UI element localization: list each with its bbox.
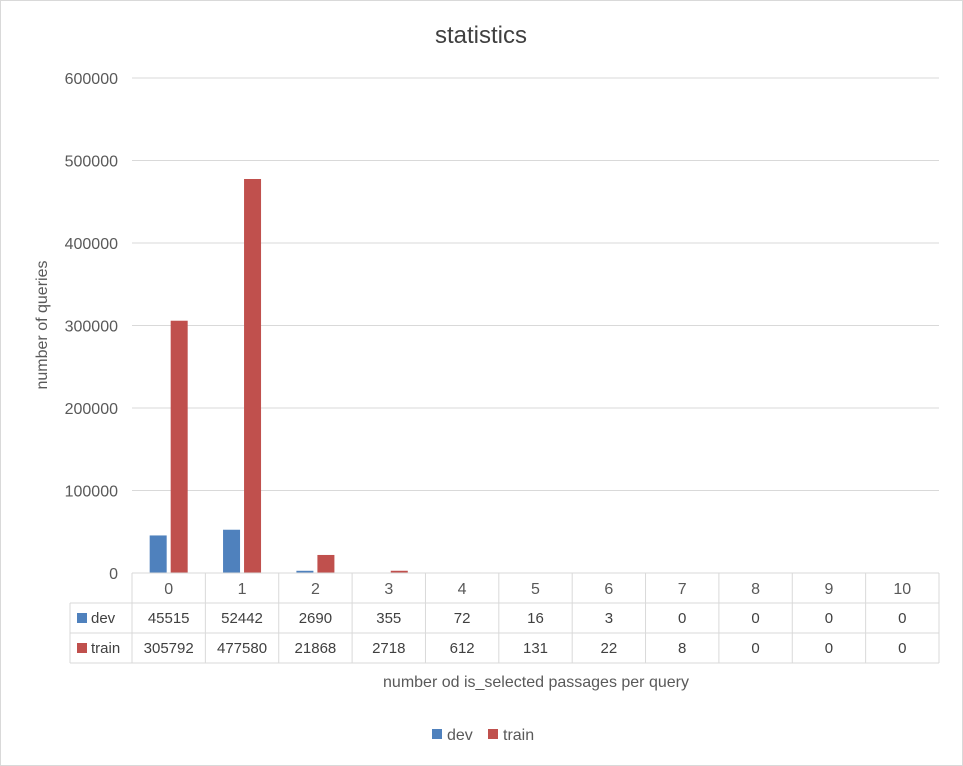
table-legend-key-dev: [77, 613, 87, 623]
bars: [149, 178, 702, 573]
y-tick-label: 0: [109, 566, 118, 583]
y-tick-label: 300000: [65, 319, 118, 336]
data-label: 72: [454, 610, 471, 627]
data-label: 52442: [221, 610, 263, 627]
x-tick-label: 1: [238, 581, 247, 598]
bar-dev: [149, 535, 167, 573]
data-label: 131: [523, 640, 548, 657]
gridlines: [132, 77, 939, 491]
x-axis-label: number od is_selected passages per query: [383, 674, 689, 691]
data-label: 612: [450, 640, 475, 657]
legend-label-dev: dev: [447, 727, 473, 744]
x-tick-label: 6: [604, 581, 613, 598]
bar-train: [390, 570, 408, 573]
bar-train: [244, 178, 262, 573]
data-label: 2718: [372, 640, 405, 657]
legend: dev train: [432, 727, 534, 744]
bar-train: [317, 554, 335, 573]
data-label: 0: [898, 640, 906, 657]
data-label: 0: [898, 610, 906, 627]
legend-key-train: [488, 729, 498, 739]
x-tick-label: 3: [384, 581, 393, 598]
data-label: 0: [751, 610, 759, 627]
table-series-label: train: [91, 640, 120, 657]
x-tick-label: 4: [458, 581, 467, 598]
y-tick-label: 100000: [65, 484, 118, 501]
y-tick-label: 200000: [65, 401, 118, 418]
y-axis-label: number of queries: [34, 261, 51, 390]
data-label: 355: [376, 610, 401, 627]
x-tick-label: 9: [825, 581, 834, 598]
data-label: 0: [678, 610, 686, 627]
data-label: 0: [751, 640, 759, 657]
x-tick-label: 10: [893, 581, 911, 598]
data-label: 305792: [144, 640, 194, 657]
data-label: 0: [825, 610, 833, 627]
bar-dev: [223, 529, 241, 573]
data-label: 22: [601, 640, 618, 657]
x-tick-label: 5: [531, 581, 540, 598]
data-label: 477580: [217, 640, 267, 657]
legend-key-dev: [432, 729, 442, 739]
data-label: 2690: [299, 610, 332, 627]
x-tick-label: 7: [678, 581, 687, 598]
data-label: 16: [527, 610, 544, 627]
x-tick-label: 0: [164, 581, 173, 598]
bar-dev: [296, 570, 314, 573]
legend-label-train: train: [503, 727, 534, 744]
y-tick-label: 400000: [65, 236, 118, 253]
data-label: 8: [678, 640, 686, 657]
chart-title: statistics: [435, 22, 527, 49]
table-series-label: dev: [91, 610, 116, 627]
x-tick-label: 8: [751, 581, 760, 598]
bar-train: [170, 320, 188, 573]
data-label: 45515: [148, 610, 190, 627]
y-tick-label: 500000: [65, 154, 118, 171]
data-label: 0: [825, 640, 833, 657]
data-label: 3: [605, 610, 613, 627]
x-tick-label: 2: [311, 581, 320, 598]
table-legend-key-train: [77, 643, 87, 653]
data-table: 0 1 2 3 4 5 6 7 8 9 10 dev 45515 52442 2690 355 72 16 3 0 0 0…: [69, 572, 940, 664]
y-tick-label: 600000: [65, 71, 118, 88]
data-label: 21868: [295, 640, 337, 657]
y-axis-ticks: 0 100000 200000 300000 400000 500000 600000: [65, 71, 118, 583]
